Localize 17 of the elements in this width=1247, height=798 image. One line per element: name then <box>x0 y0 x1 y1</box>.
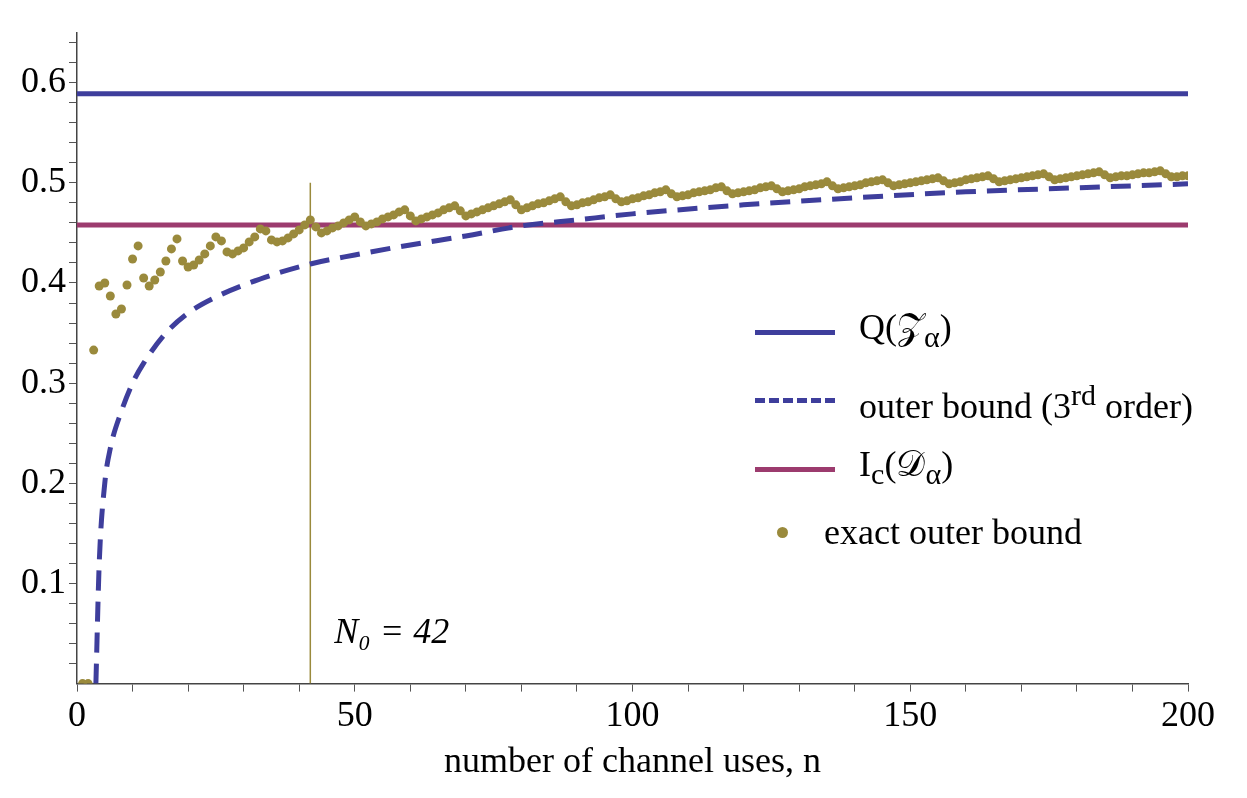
x-tick-label: 100 <box>605 693 660 734</box>
legend-label: Q(𝒵$_{α}$) <box>859 306 952 356</box>
y-tick-label: 0.3 <box>21 360 66 401</box>
x-tick-label: 50 <box>336 693 373 734</box>
y-tick-label: 0.5 <box>21 160 66 201</box>
y-tick-label: 0.1 <box>21 560 66 601</box>
x-axis-title: number of channel uses, n <box>444 739 821 780</box>
legend-label: exact outer bound <box>824 511 1082 555</box>
x-tick-label: 200 <box>1161 693 1215 734</box>
x-tick-label: 150 <box>883 693 938 734</box>
legend-label: outer bound (3$^{rd}$ order) <box>859 377 1193 429</box>
annotation: N₀ = 42 <box>333 610 450 651</box>
y-tick-label: 0.4 <box>21 260 66 301</box>
y-tick-label: 0.2 <box>21 460 66 501</box>
legend-label: I$_{c}$(𝒟$_{α}$) <box>859 443 954 493</box>
x-tick-label: 0 <box>68 693 86 734</box>
y-tick-label: 0.6 <box>21 60 66 101</box>
